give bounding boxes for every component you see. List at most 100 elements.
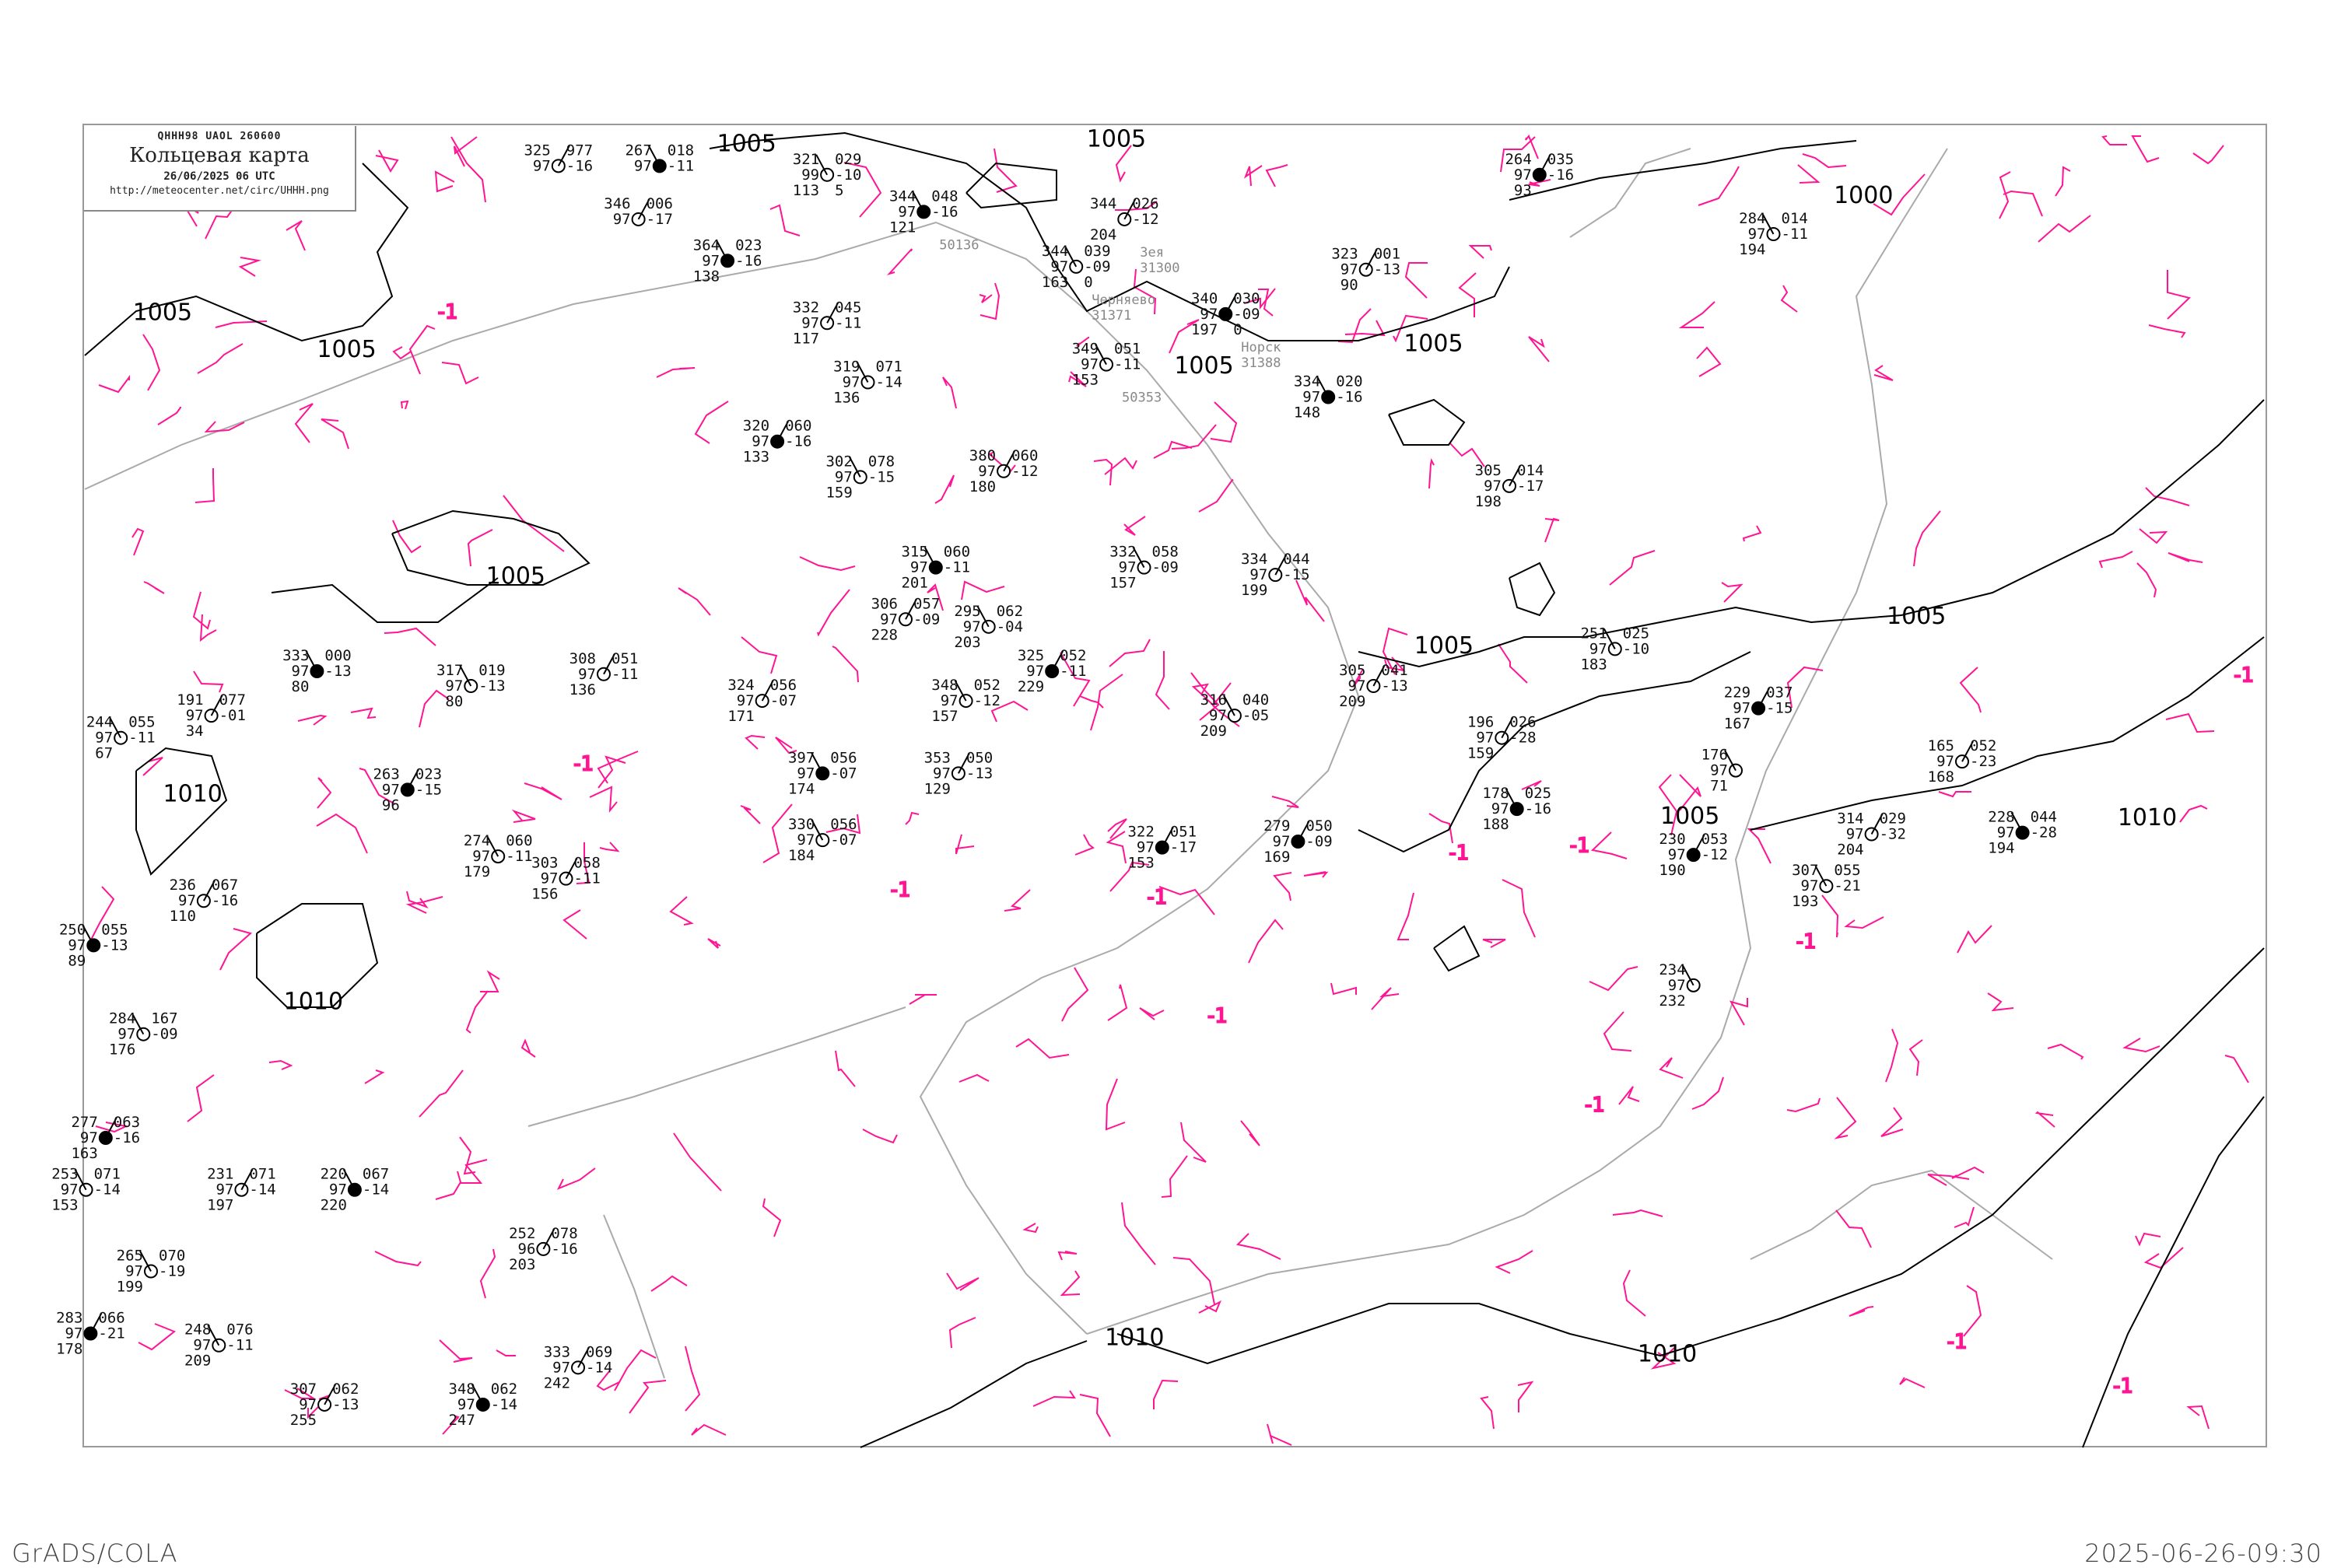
wind-barb-icon: [811, 819, 824, 841]
station-value: -09: [1084, 258, 1110, 275]
station-value: -15: [868, 468, 895, 485]
station-value: 97: [613, 211, 631, 228]
station-value: 167: [1724, 716, 1750, 733]
wind-barb-icon: [716, 240, 728, 261]
station-value: 067: [212, 877, 238, 894]
wind-barb-icon: [471, 1384, 484, 1405]
isallobar: [942, 376, 957, 409]
wind-barb-icon: [1316, 376, 1330, 398]
station-value: -16: [114, 1129, 140, 1146]
isallobar: [2224, 1055, 2249, 1083]
isallobar: [1344, 320, 1386, 337]
station-value: -09: [913, 611, 940, 628]
coastline: [1569, 148, 1691, 238]
isallobar: [556, 1167, 596, 1190]
station-value: 169: [1263, 849, 1290, 866]
isallobar: [459, 1136, 476, 1175]
wind-barb-icon: [1814, 865, 1828, 887]
station-value: 97: [933, 765, 951, 782]
station-value: 97: [1710, 762, 1728, 779]
station-value: 051: [612, 650, 638, 667]
wind-barb-icon: [240, 1169, 254, 1191]
station-value: 97: [1340, 261, 1358, 278]
station-value: 110: [170, 908, 196, 925]
isallobar: [961, 580, 1005, 600]
station-value: 050: [966, 749, 993, 766]
station-pressure: 348: [448, 1381, 475, 1398]
isallobar: [1191, 683, 1215, 707]
station-value: -11: [612, 666, 638, 683]
wind-barb-icon: [139, 1251, 152, 1272]
wind-barb-icon: [1538, 154, 1551, 176]
wind-barb-icon: [1132, 547, 1145, 569]
isobar-label: 1005: [1660, 803, 1719, 830]
station-pressure: 322: [1127, 824, 1154, 841]
wind-barb-icon: [1297, 821, 1310, 842]
station-plots: 34497121048-1650136344204026-12Зея313003…: [51, 142, 2057, 1429]
isallobar: [268, 1059, 293, 1070]
station-value: 97: [898, 203, 916, 220]
isallobar: [1352, 668, 1364, 688]
wind-barb-icon: [486, 835, 499, 857]
wind-barb-icon: [1870, 814, 1884, 835]
isallobar: [1057, 1251, 1078, 1261]
isallobar: [741, 636, 778, 674]
station-pressure: 251: [1580, 625, 1607, 642]
isallobar: [408, 324, 436, 375]
wind-barb-icon: [1064, 246, 1078, 268]
wind-barb-icon: [603, 653, 615, 675]
station-value: 97: [1801, 877, 1819, 894]
isallobar: [614, 1349, 657, 1391]
station-value: 023: [735, 236, 762, 254]
station-pressure: 380: [969, 447, 996, 464]
station-value: 97: [1081, 356, 1099, 373]
isallobar: [511, 809, 536, 823]
station-value: 050: [1305, 817, 1332, 835]
isallobar: [1590, 831, 1628, 859]
station-value: 006: [647, 195, 673, 212]
station-value: 97: [1936, 753, 1954, 770]
isallobar: [598, 755, 626, 789]
isallobar: [1458, 272, 1477, 317]
station-pressure: 228: [1988, 809, 2014, 826]
station-pressure: 265: [117, 1247, 143, 1264]
isallobar: [2122, 1038, 2161, 1053]
station-value: -11: [1114, 356, 1141, 373]
isallobar: [2003, 190, 2043, 217]
station-value: 193: [1792, 893, 1818, 910]
isallobar: [1650, 1347, 1677, 1370]
isobar-label: 1005: [1887, 603, 1946, 630]
wind-barb-icon: [1123, 198, 1137, 220]
isallobar: [1115, 145, 1132, 183]
isobar-label: 1005: [717, 130, 776, 157]
station-pressure: 264: [1505, 151, 1531, 168]
station-pressure: 314: [1837, 810, 1863, 828]
wind-barb-icon: [109, 717, 122, 739]
wind-barb-icon: [104, 1117, 117, 1139]
station-pressure: 253: [51, 1166, 78, 1183]
isallobar: [1786, 666, 1824, 709]
isallobar: [832, 646, 859, 683]
station-pressure: 220: [321, 1166, 347, 1183]
station-value: -11: [506, 848, 532, 865]
coastline: [84, 221, 1360, 1335]
station-value: 060: [506, 832, 532, 849]
station-value: 057: [913, 595, 940, 612]
station-value: -14: [491, 1396, 517, 1413]
station-value: 97: [1484, 478, 1502, 495]
isallobar: [1873, 173, 1926, 216]
station-value: 071: [876, 358, 902, 375]
station-value: 000: [324, 647, 351, 664]
isallobar: [187, 1074, 215, 1122]
station-value: -15: [1766, 700, 1793, 717]
wind-barb-icon: [207, 1325, 220, 1346]
isallobar: [1679, 774, 1701, 811]
isallobar: [1404, 262, 1428, 299]
isallobar: [825, 814, 861, 835]
station-value: 209: [1339, 693, 1365, 710]
